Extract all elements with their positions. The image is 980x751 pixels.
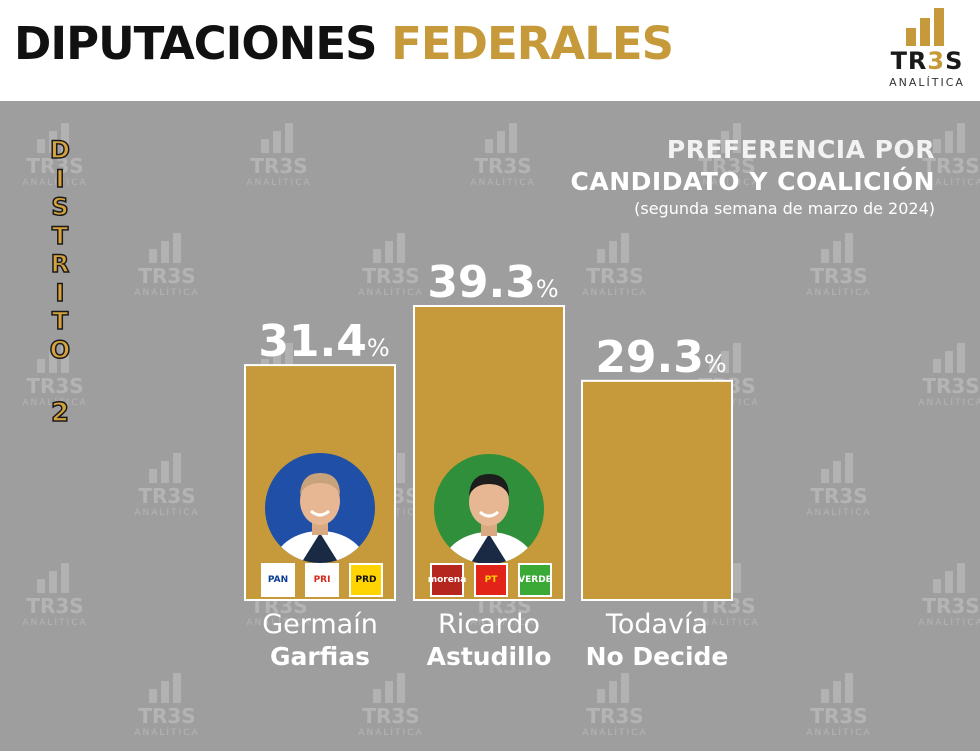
candidate-last-name: Astudillo bbox=[426, 642, 552, 671]
bar-value-label: 29.3% bbox=[595, 332, 726, 383]
bar-chart: 31.4% 39.3% 29.3% PAN PRI PRD Germaín Garfias mo… bbox=[240, 257, 737, 673]
chart-heading: PREFERENCIA POR CANDIDATO Y COALICIÓN (s… bbox=[571, 134, 935, 220]
candidate-first-name: Ricardo bbox=[438, 609, 540, 640]
candidate-photo-icon bbox=[265, 453, 375, 564]
logo-bars-icon bbox=[906, 6, 950, 46]
category-label: Ricardo Astudillo bbox=[409, 609, 569, 673]
district-letter: S bbox=[51, 192, 70, 221]
pan-logo-icon: PAN bbox=[261, 563, 295, 597]
bar-value-label: 39.3% bbox=[427, 257, 558, 308]
district-letter: T bbox=[51, 306, 69, 335]
candidate-first-name: Todavía bbox=[605, 609, 709, 640]
category-label: Todavía No Decide bbox=[577, 609, 737, 673]
tr3s-logo: TR3S ANALÍTICA bbox=[884, 6, 970, 94]
district-letter: I bbox=[55, 164, 65, 193]
bar bbox=[581, 379, 733, 602]
bar-value-label: 31.4% bbox=[258, 316, 389, 367]
chart-subtitle: CANDIDATO Y COALICIÓN bbox=[570, 167, 935, 196]
candidate-last-name: No Decide bbox=[585, 642, 729, 671]
title-part-1: DIPUTACIONES bbox=[14, 17, 377, 70]
district-letter: T bbox=[51, 221, 69, 250]
district-letter: O bbox=[49, 335, 71, 364]
logo-subtitle: ANALÍTICA bbox=[889, 76, 965, 89]
chart-note: (segunda semana de marzo de 2024) bbox=[634, 199, 935, 218]
candidate-photo-icon bbox=[434, 454, 544, 564]
district-letter: I bbox=[55, 278, 65, 307]
pri-logo-icon: PRI bbox=[305, 563, 339, 597]
district-letter: D bbox=[49, 135, 70, 164]
header-bar: DIPUTACIONES FEDERALES TR3S ANALÍTICA bbox=[0, 0, 980, 101]
category-label: Germaín Garfias bbox=[240, 609, 400, 673]
candidate-first-name: Germaín bbox=[262, 609, 378, 640]
prd-logo-icon: PRD bbox=[349, 563, 383, 597]
district-number: 2 bbox=[50, 397, 70, 429]
district-letter: R bbox=[50, 249, 70, 278]
logo-name: TR3S bbox=[890, 47, 964, 75]
candidate-last-name: Garfias bbox=[270, 642, 370, 671]
verde-logo-icon: VERDE bbox=[518, 563, 552, 597]
morena-logo-icon: morena bbox=[428, 563, 466, 597]
chart-title: PREFERENCIA POR bbox=[666, 135, 935, 164]
page-title: DIPUTACIONES FEDERALES bbox=[14, 17, 674, 70]
title-part-2: FEDERALES bbox=[391, 17, 674, 70]
pt-logo-icon: PT bbox=[474, 563, 508, 597]
